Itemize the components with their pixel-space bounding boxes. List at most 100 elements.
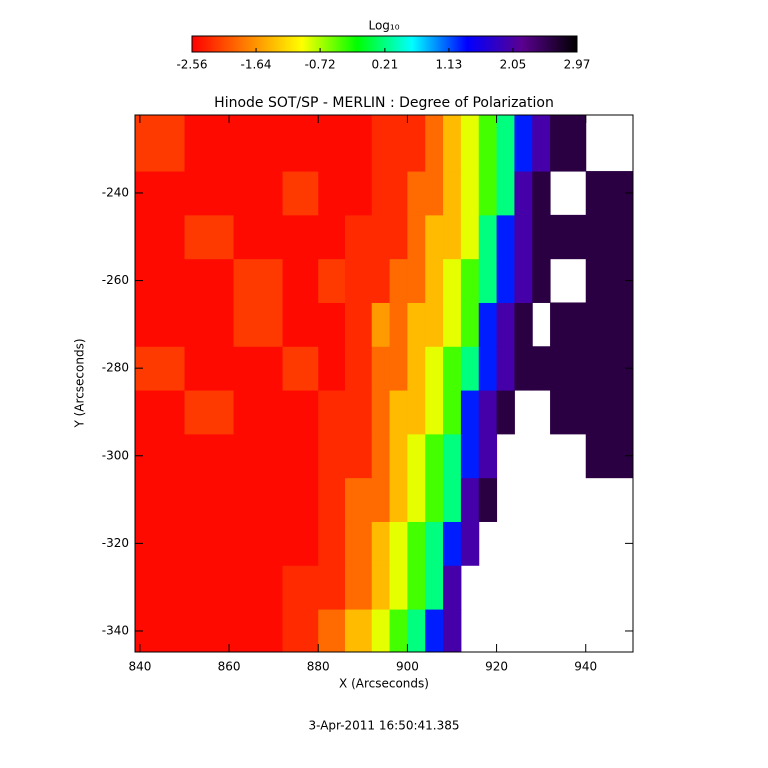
heatmap-cell <box>443 214 462 260</box>
heatmap-cell <box>443 346 462 391</box>
heatmap-cell <box>407 565 426 610</box>
heatmap-cell <box>233 214 284 260</box>
heatmap-cell <box>407 302 426 347</box>
heatmap-cell <box>318 477 346 522</box>
heatmap-cell <box>233 521 284 566</box>
heatmap-cell <box>184 477 235 522</box>
heatmap-cell <box>282 214 319 260</box>
heatmap-cell <box>135 346 185 391</box>
heatmap-cell <box>135 115 185 172</box>
heatmap-cell <box>460 433 480 479</box>
heatmap-cell <box>184 258 235 303</box>
heatmap-cell <box>344 171 373 216</box>
heatmap-cell <box>532 115 551 172</box>
heatmap-cell <box>425 171 444 216</box>
heatmap-cell <box>344 258 373 303</box>
heatmap-cell <box>344 302 373 347</box>
heatmap-cell <box>514 258 533 303</box>
heatmap-cell <box>282 258 319 303</box>
heatmap-cell <box>514 346 533 391</box>
heatmap-cell <box>389 302 408 347</box>
heatmap-cell <box>371 609 391 653</box>
heatmap-cell <box>389 521 408 566</box>
heatmap-cell <box>233 477 284 522</box>
heatmap-cell <box>443 171 462 216</box>
heatmap-cell <box>233 609 284 653</box>
heatmap-cell <box>318 433 346 479</box>
heatmap-cell <box>550 115 587 172</box>
heatmap-cell <box>425 609 444 653</box>
heatmap-cell <box>425 302 444 347</box>
heatmap-cell <box>184 390 235 435</box>
heatmap-cell <box>371 302 391 347</box>
heatmap-cell <box>184 115 235 172</box>
heatmap-cell <box>407 477 426 522</box>
y-tick-label: -280 <box>102 361 129 375</box>
heatmap-cell <box>135 214 185 260</box>
heatmap-cell <box>425 565 444 610</box>
x-tick-label: 900 <box>396 660 419 674</box>
heatmap-cell <box>371 258 391 303</box>
heatmap-cell <box>460 477 480 522</box>
heatmap-cell <box>135 258 185 303</box>
heatmap-cell <box>371 346 391 391</box>
heatmap-cell <box>344 214 373 260</box>
heatmap-cell <box>389 477 408 522</box>
heatmap-cell <box>371 214 391 260</box>
heatmap-cell <box>318 214 346 260</box>
heatmap-cell <box>389 115 408 172</box>
heatmap-cell <box>318 565 346 610</box>
heatmap-cell <box>389 433 408 479</box>
heatmap-cell <box>478 346 498 391</box>
heatmap-cell <box>135 433 185 479</box>
heatmap-cell <box>282 565 319 610</box>
heatmap-cell <box>443 521 462 566</box>
heatmap-cell <box>282 477 319 522</box>
colorbar-tick-label: 1.13 <box>436 58 463 72</box>
heatmap-cell <box>389 609 408 653</box>
heatmap-cell <box>407 171 426 216</box>
heatmap-cell <box>135 171 185 216</box>
heatmap-cell <box>344 115 373 172</box>
heatmap-cell <box>407 258 426 303</box>
heatmap-cell <box>135 477 185 522</box>
heatmap-cell <box>496 258 515 303</box>
heatmap-cell <box>282 115 319 172</box>
colorbar-tick-label: -2.56 <box>176 58 207 72</box>
heatmap-cell <box>496 390 515 435</box>
heatmap-cell <box>371 477 391 522</box>
heatmap-cell <box>184 609 235 653</box>
heatmap-cell <box>460 346 480 391</box>
heatmap-cell <box>344 565 373 610</box>
heatmap-cell <box>460 390 480 435</box>
heatmap-cell <box>371 521 391 566</box>
y-tick-label: -340 <box>102 623 129 637</box>
heatmap-cell <box>344 521 373 566</box>
y-axis-label: Y (Arcseconds) <box>73 338 87 428</box>
heatmap-cell <box>496 115 515 172</box>
heatmap-cell <box>550 302 587 347</box>
heatmap-cell <box>233 115 284 172</box>
heatmap-cell <box>443 609 462 653</box>
heatmap-cell <box>184 565 235 610</box>
heatmap-cell <box>460 521 480 566</box>
heatmap-cell <box>550 390 587 435</box>
heatmap-cell <box>371 171 391 216</box>
heatmap-cell <box>344 609 373 653</box>
heatmap-cell <box>135 390 185 435</box>
heatmap-cell <box>184 302 235 347</box>
heatmap-cell <box>135 565 185 610</box>
heatmap-cell <box>371 390 391 435</box>
heatmap-cell <box>344 477 373 522</box>
heatmap-cell <box>282 521 319 566</box>
heatmap-cell <box>443 390 462 435</box>
heatmap-cell <box>425 258 444 303</box>
heatmap-cell <box>425 477 444 522</box>
heatmap-cell <box>496 346 515 391</box>
heatmap-cell <box>532 214 551 260</box>
heatmap-cell <box>425 214 444 260</box>
heatmap-cell <box>407 609 426 653</box>
heatmap-cell <box>514 171 533 216</box>
heatmap-cell <box>282 302 319 347</box>
heatmap-cell <box>282 346 319 391</box>
